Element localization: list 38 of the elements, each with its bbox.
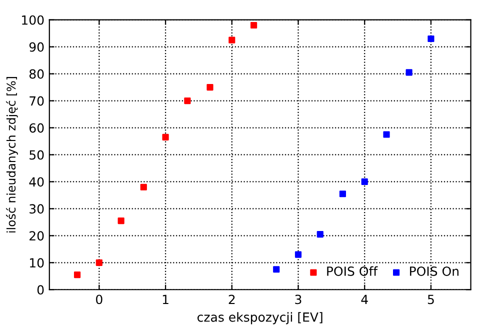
y-tick-label: 0 [37, 285, 44, 295]
point [206, 84, 214, 91]
y-tick-label: 80 [29, 69, 44, 79]
x-tick-label: 1 [162, 294, 168, 304]
point [184, 97, 191, 104]
legend-label: POIS Off [327, 266, 378, 276]
x-tick-label: 0 [96, 294, 102, 304]
y-tick-label: 40 [29, 177, 44, 187]
point [406, 69, 412, 76]
y-tick-label: 70 [30, 96, 44, 106]
y-tick-label: 10 [30, 258, 44, 268]
y-tick-label: 20 [30, 231, 44, 241]
y-tick-label: 90 [29, 42, 44, 52]
x-tick-label: 5 [428, 294, 434, 304]
point [428, 35, 434, 42]
x-axis-title: czas ekspozycji [EV] [198, 312, 322, 324]
point [118, 218, 124, 224]
x-tick-label: 2 [228, 294, 235, 304]
legend-label: POIS On [410, 266, 458, 276]
point [96, 259, 102, 266]
point [294, 251, 302, 258]
point [162, 134, 169, 140]
point [74, 271, 81, 278]
x-tick-label: 3 [295, 294, 302, 304]
point [316, 231, 324, 238]
y-tick-label: 100 [22, 15, 44, 25]
y-tick-label: 60 [30, 123, 44, 133]
point [361, 178, 368, 186]
point [250, 22, 258, 29]
point [228, 36, 236, 44]
x-tick-label: 4 [361, 294, 368, 304]
y-tick-label: 50 [30, 150, 44, 160]
point [383, 131, 390, 138]
point [339, 190, 346, 198]
point [273, 266, 280, 273]
y-axis-title: ilość nieudanych zdjęć [%] [6, 77, 18, 232]
point [140, 184, 147, 190]
y-tick-label: 30 [30, 204, 44, 214]
